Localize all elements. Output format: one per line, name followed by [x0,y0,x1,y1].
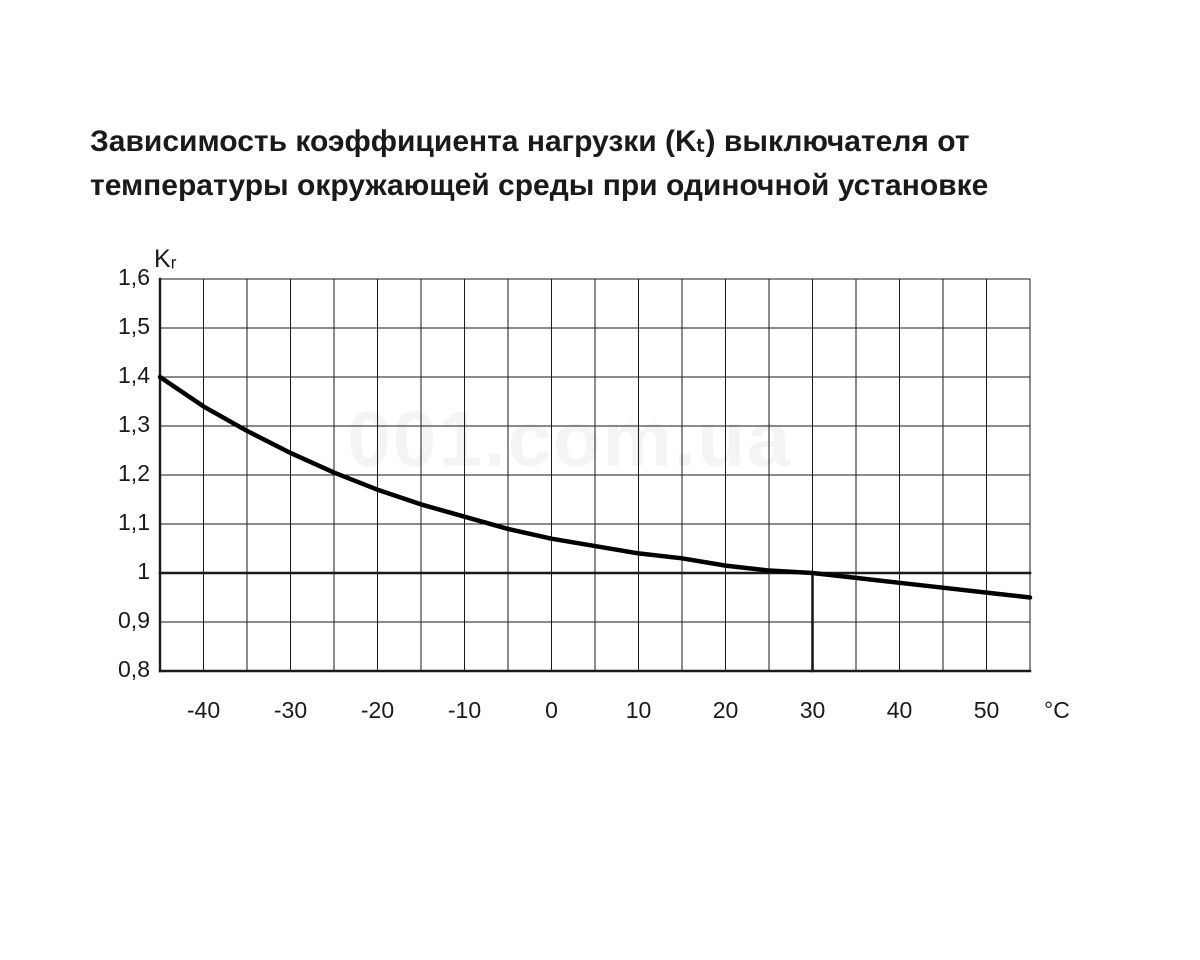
svg-text:1,5: 1,5 [118,313,150,339]
chart-title: Зависимость коэффициента нагрузки (Kₜ) в… [90,120,1110,207]
svg-text:1: 1 [137,558,150,584]
line-chart: 0,8 0,9 1 1,1 1,2 1,3 1,4 1,5 1,6Kᵣ -40 -30 -20 -10 0… [90,241,1090,761]
svg-text:-10: -10 [448,697,481,723]
svg-text:0: 0 [545,697,558,723]
chart-container: 001.com.ua 0,80,911,11,21,31,41,51,6Kᵣ-4… [90,241,1050,761]
svg-text:20: 20 [713,697,739,723]
svg-text:1,1: 1,1 [118,509,150,535]
svg-text:Kᵣ: Kᵣ [154,245,177,273]
svg-text:30: 30 [800,697,826,723]
svg-text:0,9: 0,9 [118,607,150,633]
svg-text:1,3: 1,3 [118,411,150,437]
svg-text:40: 40 [887,697,913,723]
page: Зависимость коэффициента нагрузки (Kₜ) в… [0,0,1200,960]
chart-title-line1: Зависимость коэффициента нагрузки (Kₜ) в… [90,120,1110,164]
svg-text:0,8: 0,8 [118,656,150,682]
svg-text:-40: -40 [187,697,220,723]
chart-title-line2: температуры окружающей среды при одиночн… [90,164,1110,208]
svg-text:-20: -20 [361,697,394,723]
svg-text:1,6: 1,6 [118,264,150,290]
svg-text:50: 50 [974,697,1000,723]
svg-text:°С: °С [1044,697,1070,723]
svg-text:10: 10 [626,697,652,723]
svg-text:-30: -30 [274,697,307,723]
svg-text:1,2: 1,2 [118,460,150,486]
svg-text:1,4: 1,4 [118,362,150,388]
